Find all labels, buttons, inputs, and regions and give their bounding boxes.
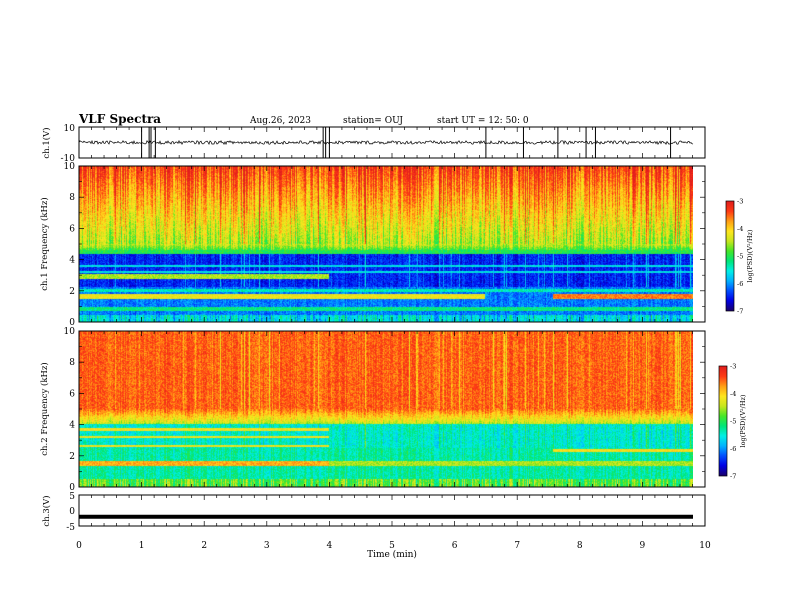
ch1-spectrogram-yticks: 0 2 4 6 8 10 [64,162,705,328]
colorbar-2 [719,366,727,476]
figure-title: VLF Spectra [78,112,161,126]
ch1-ytick-bottom: -10 [61,154,76,164]
colorbar-tick-label: -4 [730,390,736,398]
y-tick-label: 6 [69,224,75,234]
colorbar-1-ticks: -3 -4 -5 -6 -7 [737,198,743,316]
x-tick-label: 4 [327,541,333,551]
colorbar-1 [726,201,734,311]
x-tick-label: 7 [514,541,520,551]
y-tick-label: 2 [69,452,75,462]
x-tick-label: 5 [389,541,395,551]
colorbar-tick-label: -4 [737,225,743,233]
colorbar-tick-label: -5 [737,253,743,261]
colorbar-tick-label: -6 [737,280,743,288]
ch2-spectrogram-image [79,331,693,487]
ch1-ylabel: ch.1(V) [41,127,52,158]
y-tick-label: 10 [64,327,76,337]
colorbar-tick-label: -7 [730,473,736,481]
date-label: Aug.26, 2023 [249,116,311,126]
ch3-waveform-panel: 5 0 -5 ch.3(V) [41,492,706,533]
x-axis-tick-labels: 0 1 2 3 4 5 6 7 8 9 10 [76,541,711,551]
ch2-spectrogram-yticks: 0 2 4 6 8 10 [64,327,705,493]
colorbar-tick-label: -7 [737,308,743,316]
ch1-xticks [78,127,706,158]
station-label: station= OUJ [343,116,403,126]
ch3-ytick-top: 5 [69,492,75,502]
x-tick-label: 9 [640,541,646,551]
ch2-spectrogram-xticks [78,331,706,487]
ch1-waveform-trace [78,139,694,146]
colorbar-2-label: log(PSD)(V²/Hz) [739,394,747,447]
y-tick-label: 0 [69,483,75,493]
ch3-ytick-bottom: -5 [66,523,75,533]
y-tick-label: 10 [64,162,76,172]
colorbar-tick-label: -3 [730,363,736,371]
x-tick-label: 1 [139,541,145,551]
y-tick-label: 2 [69,287,75,297]
x-tick-label: 0 [76,541,82,551]
y-tick-label: 6 [69,389,75,399]
ch1-spectrogram-ylabel-text: ch.1 Frequency (kHz) [39,197,50,290]
y-tick-label: 0 [69,318,75,328]
x-tick-label: 10 [699,541,711,551]
ch1-spectrogram-image [79,166,693,322]
colorbar-2-ticks: -3 -4 -5 -6 -7 [730,363,736,481]
ch1-waveform-panel: 10 -10 ch.1(V) [41,124,706,164]
start-ut-label: start UT = 12: 50: 0 [437,116,529,126]
colorbar-2-frame [718,365,728,477]
ch1-spectrogram-ylabel: ch.1 Frequency (kHz) [39,197,50,290]
ch2-spectrogram-ylabel-text: ch.2 Frequency (kHz) [39,362,50,455]
ch1-ytick-top: 10 [64,124,76,134]
x-tick-label: 3 [264,541,270,551]
x-axis-label: Time (min) [367,549,417,560]
y-tick-label: 8 [69,193,75,203]
y-tick-label: 8 [69,358,75,368]
ch3-waveform-frame [78,494,706,527]
colorbar-tick-label: -3 [737,198,743,206]
x-tick-label: 8 [577,541,583,551]
colorbar-tick-label: -6 [730,445,736,453]
ch1-spikes [141,127,672,158]
y-tick-label: 4 [69,256,75,266]
colorbar-1-frame [725,200,735,312]
ch3-xticks [78,495,706,526]
ch3-ylabel: ch.3(V) [41,495,52,526]
x-tick-label: 2 [201,541,207,551]
ch2-spectrogram-ylabel: ch.2 Frequency (kHz) [39,362,50,455]
x-tick-label: 6 [452,541,458,551]
y-tick-label: 4 [69,421,75,431]
ch1-spectrogram-xticks [78,166,706,322]
ch3-ytick-mid: 0 [69,507,75,517]
colorbar-tick-label: -5 [730,418,736,426]
colorbar-1-label: log(PSD)(V²/Hz) [746,229,754,282]
